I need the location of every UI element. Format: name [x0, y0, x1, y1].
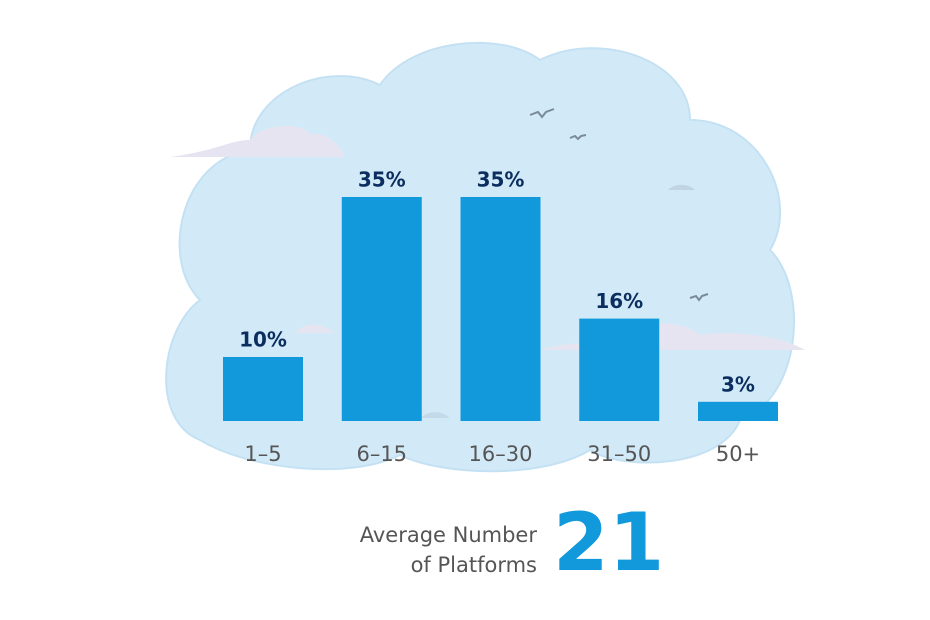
x-tick-label: 6–15: [356, 442, 407, 466]
value-label: 35%: [477, 168, 525, 192]
bar: [341, 197, 422, 421]
value-label: 3%: [721, 372, 755, 396]
x-tick-label: 31–50: [587, 442, 651, 466]
x-tick-label: 1–5: [244, 442, 281, 466]
x-tick-label: 16–30: [469, 442, 533, 466]
value-label: 10%: [239, 328, 287, 352]
annotation-value: 21: [553, 496, 664, 589]
x-tick-label: 50+: [716, 442, 760, 466]
bar: [698, 401, 778, 421]
bar: [460, 197, 541, 421]
plot: 10% 1–5 35% 6–15 35% 16–30 16% 31–50 3% 50+: [223, 168, 778, 466]
annotation-label: of Platforms: [411, 553, 537, 577]
bar: [579, 318, 660, 421]
value-label: 35%: [358, 168, 406, 192]
bar: [223, 357, 303, 421]
annotation-label: Average Number: [360, 523, 538, 547]
value-label: 16%: [595, 289, 643, 313]
